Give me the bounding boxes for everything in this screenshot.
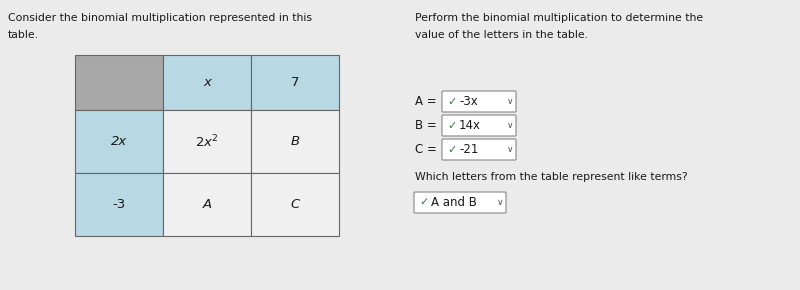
Text: Consider the binomial multiplication represented in this: Consider the binomial multiplication rep… xyxy=(8,13,312,23)
Bar xyxy=(251,173,339,236)
Bar xyxy=(163,110,251,173)
Text: B: B xyxy=(290,135,299,148)
Text: A: A xyxy=(202,198,211,211)
Text: $2x^2$: $2x^2$ xyxy=(195,133,219,150)
Text: ✓: ✓ xyxy=(447,121,456,130)
Bar xyxy=(75,55,163,110)
Text: B =: B = xyxy=(415,119,441,132)
Text: C =: C = xyxy=(415,143,441,156)
Bar xyxy=(251,55,339,110)
Bar xyxy=(163,173,251,236)
Text: table.: table. xyxy=(8,30,39,40)
FancyBboxPatch shape xyxy=(442,91,516,112)
Text: -3: -3 xyxy=(112,198,126,211)
Text: Which letters from the table represent like terms?: Which letters from the table represent l… xyxy=(415,172,688,182)
FancyBboxPatch shape xyxy=(414,192,506,213)
Text: ∨: ∨ xyxy=(507,97,514,106)
Text: value of the letters in the table.: value of the letters in the table. xyxy=(415,30,588,40)
Bar xyxy=(75,110,163,173)
Text: 14x: 14x xyxy=(459,119,481,132)
Text: ✓: ✓ xyxy=(447,97,456,106)
Text: ∨: ∨ xyxy=(507,145,514,154)
Text: -3x: -3x xyxy=(459,95,478,108)
FancyBboxPatch shape xyxy=(442,115,516,136)
Text: 7: 7 xyxy=(290,76,299,89)
Text: 2x: 2x xyxy=(111,135,127,148)
Text: C: C xyxy=(290,198,300,211)
Text: ∨: ∨ xyxy=(497,198,504,207)
Text: -21: -21 xyxy=(459,143,478,156)
Text: ∨: ∨ xyxy=(507,121,514,130)
Bar xyxy=(163,55,251,110)
Text: x: x xyxy=(203,76,211,89)
Bar xyxy=(75,173,163,236)
Text: A and B: A and B xyxy=(431,196,477,209)
Text: A =: A = xyxy=(415,95,440,108)
Text: ✓: ✓ xyxy=(419,197,428,208)
FancyBboxPatch shape xyxy=(442,139,516,160)
Text: ✓: ✓ xyxy=(447,144,456,155)
Bar xyxy=(251,110,339,173)
Text: Perform the binomial multiplication to determine the: Perform the binomial multiplication to d… xyxy=(415,13,703,23)
